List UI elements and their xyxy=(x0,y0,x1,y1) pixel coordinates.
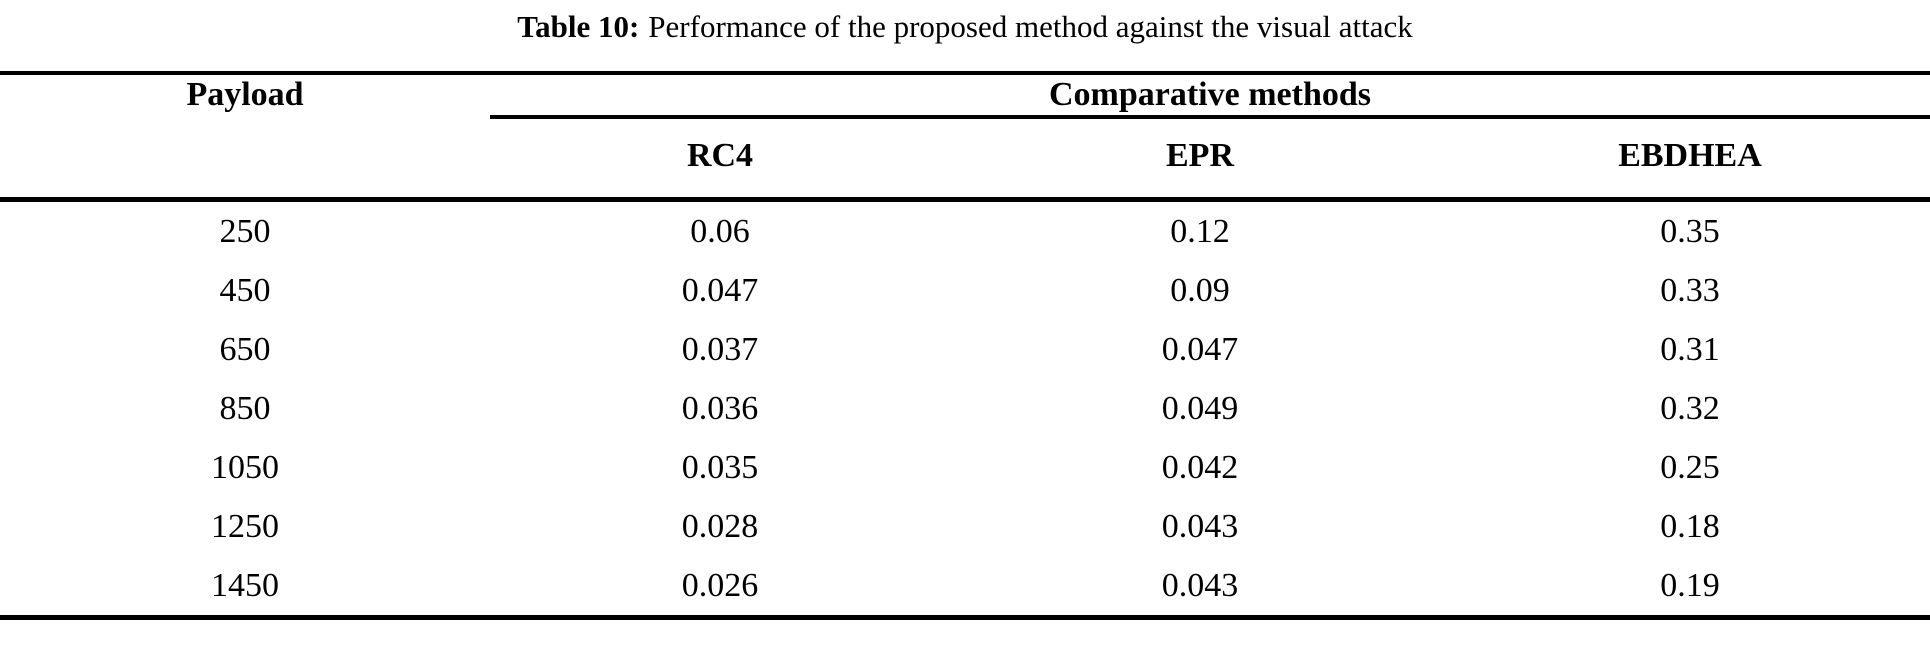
header-row-group: Payload Comparative methods xyxy=(0,71,1930,202)
table-row: 1050 0.035 0.042 0.25 xyxy=(0,438,1930,497)
payload-cell: 850 xyxy=(219,390,271,427)
ebdhea-cell: 0.19 xyxy=(1450,556,1930,620)
rc4-cell: 0.06 xyxy=(690,213,750,250)
epr-cell: 0.049 xyxy=(1161,390,1239,427)
table-row: 1450 0.026 0.043 0.19 xyxy=(0,556,1930,620)
payload-cell: 1050 xyxy=(211,449,279,486)
table-row: 650 0.037 0.047 0.31 xyxy=(0,320,1930,379)
method-header-rc4: RC4 xyxy=(490,117,950,202)
payload-cell: 650 xyxy=(219,331,271,368)
epr-cell: 0.042 xyxy=(1161,449,1239,486)
method-header-ebdhea: EBDHEA xyxy=(1450,117,1930,202)
table-row: 250 0.06 0.12 0.35 xyxy=(0,200,1930,262)
payload-header: Payload xyxy=(0,71,490,202)
table-row: 1250 0.028 0.043 0.18 xyxy=(0,497,1930,556)
rc4-cell: 0.028 xyxy=(681,508,759,545)
epr-cell: 0.09 xyxy=(1170,272,1230,309)
ebdhea-cell: 0.31 xyxy=(1660,331,1720,368)
epr-cell: 0.12 xyxy=(1170,213,1230,250)
epr-cell: 0.043 xyxy=(1161,508,1239,545)
ebdhea-cell: 0.25 xyxy=(1660,449,1720,486)
ebdhea-cell: 0.33 xyxy=(1660,272,1720,309)
ebdhea-cell: 0.18 xyxy=(1660,508,1720,545)
ebdhea-cell: 0.32 xyxy=(1660,390,1720,427)
table-body: 250 0.06 0.12 0.35 450 0.047 0.09 0.33 6… xyxy=(0,200,1930,620)
method-header-epr: EPR xyxy=(950,117,1450,202)
rc4-cell: 0.026 xyxy=(490,556,950,620)
table-caption-label: Table 10: xyxy=(517,9,640,44)
ebdhea-cell: 0.35 xyxy=(1660,213,1720,250)
rc4-cell: 0.037 xyxy=(681,331,759,368)
table-caption: Table 10: Performance of the proposed met… xyxy=(0,0,1930,47)
performance-table: Payload Comparative methods RC4 EPR EBDH… xyxy=(0,71,1930,620)
payload-cell: 1250 xyxy=(211,508,279,545)
payload-cell: 250 xyxy=(219,213,271,250)
epr-cell: 0.043 xyxy=(950,556,1450,620)
table-caption-text: Performance of the proposed method again… xyxy=(648,9,1413,44)
header-row-methods: RC4 EPR EBDHEA xyxy=(0,117,1930,202)
table-row: 850 0.036 0.049 0.32 xyxy=(0,379,1930,438)
epr-cell: 0.047 xyxy=(1161,331,1239,368)
payload-cell: 1450 xyxy=(0,556,490,620)
rc4-cell: 0.036 xyxy=(681,390,759,427)
rc4-cell: 0.047 xyxy=(681,272,759,309)
comparative-methods-header: Comparative methods xyxy=(490,71,1930,119)
table-row: 450 0.047 0.09 0.33 xyxy=(0,261,1930,320)
payload-cell: 450 xyxy=(219,272,271,309)
rc4-cell: 0.035 xyxy=(681,449,759,486)
